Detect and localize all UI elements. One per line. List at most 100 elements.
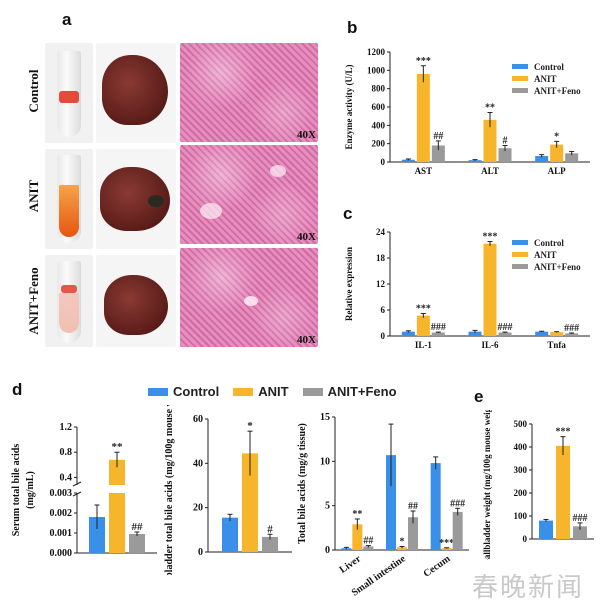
row-label-anit: ANIT xyxy=(26,179,41,213)
y-tick-label: 0 xyxy=(523,534,528,544)
y-axis-label: Serum total bile acids xyxy=(11,444,22,537)
bar xyxy=(468,160,482,162)
y-axis-label: Enzyme activity (U/L) xyxy=(344,65,354,150)
y-tick-label: 200 xyxy=(514,488,528,498)
significance-label: ## xyxy=(132,521,144,533)
y-tick-label: 500 xyxy=(514,419,528,429)
legend-swatch xyxy=(512,264,528,269)
y-tick-label: 40 xyxy=(193,458,203,469)
y-tick-label: 15 xyxy=(320,412,330,423)
legend-swatch xyxy=(512,64,528,69)
bar xyxy=(408,517,418,550)
bar xyxy=(386,455,396,550)
y-tick-label: 0 xyxy=(381,157,386,167)
magnification-label: 40X xyxy=(297,129,316,141)
x-tick-label: ALP xyxy=(548,166,567,176)
legend-d: Control ANIT ANIT+Feno xyxy=(148,384,397,399)
x-tick-label: ALT xyxy=(481,166,499,176)
chart-d1: 0.000 0.001 0.002 0.003 0.4 0.8 1.2 Serum total… xyxy=(11,422,157,559)
significance-label: ### xyxy=(431,322,446,333)
x-tick-label: Cecum xyxy=(422,553,453,580)
y-tick-label: 600 xyxy=(372,102,386,112)
y-tick-label: 10 xyxy=(320,456,330,467)
y-tick-label: 5 xyxy=(325,501,330,512)
magnification-label: 40X xyxy=(297,231,316,243)
y-tick-label: 24 xyxy=(376,227,386,237)
x-tick-label: Liver xyxy=(338,553,364,576)
panel-label-c: c xyxy=(343,204,353,223)
histology-image-anit: 40X xyxy=(180,145,318,244)
significance-label: ## xyxy=(408,501,418,512)
tube-photo-control xyxy=(45,43,93,143)
significance-label: * xyxy=(554,131,559,142)
significance-label: ## xyxy=(363,536,373,547)
bar xyxy=(431,332,445,336)
bar xyxy=(573,526,587,539)
significance-label: *** xyxy=(439,538,454,549)
legend-swatch xyxy=(233,387,254,396)
histology-image-anit-feno: 40X xyxy=(180,248,318,347)
legend-swatch xyxy=(512,88,528,93)
panel-label-b: b xyxy=(347,18,358,37)
bar xyxy=(430,463,441,550)
chart-d3: 0 5 10 15 Total bile acids (mg/g tissue) ** ##… xyxy=(297,412,469,599)
panel-label-e: e xyxy=(474,387,484,406)
y-axis-label-unit: (mg/mL) xyxy=(25,471,36,509)
bar xyxy=(363,546,374,550)
bar xyxy=(483,119,497,162)
magnification-label: 40X xyxy=(297,334,316,346)
row-label-anit-feno: ANIT+Feno xyxy=(26,267,41,335)
legend-item-anit: ANIT xyxy=(233,384,289,399)
legend-swatch xyxy=(148,387,168,396)
bar xyxy=(431,145,445,162)
y-tick-label: 0.002 xyxy=(50,508,73,519)
y-tick-label: 0.8 xyxy=(60,447,73,458)
significance-label: *** xyxy=(483,232,498,243)
legend-label: ANIT xyxy=(534,74,557,84)
bar xyxy=(242,453,258,552)
y-tick-label: 0.000 xyxy=(50,548,73,559)
legend-item-control: Control xyxy=(148,384,219,399)
bar xyxy=(89,517,105,553)
significance-label: ## xyxy=(433,131,443,142)
bar xyxy=(535,331,549,336)
y-tick-label: 1000 xyxy=(367,65,386,75)
bar xyxy=(565,153,579,162)
liver-photo-control xyxy=(96,43,176,143)
liver-photo-anit-feno xyxy=(96,255,176,347)
y-tick-label: 0 xyxy=(198,547,203,558)
significance-label: ### xyxy=(498,322,513,333)
chart-d2: 0 20 40 60 Gallbladder total bile acids (mg/… xyxy=(164,405,292,575)
y-tick-label: 0 xyxy=(381,331,386,341)
panel-a: Control ANIT ANIT+Feno 40X 40X 40X xyxy=(0,35,330,347)
axis-break-mark xyxy=(72,481,82,487)
bar xyxy=(452,511,463,550)
significance-label: * xyxy=(247,420,253,432)
tube-photo-anit-feno xyxy=(45,255,93,347)
significance-label: *** xyxy=(416,56,431,67)
significance-label: # xyxy=(503,136,508,147)
bar xyxy=(129,534,145,553)
legend-item-anit-feno: ANIT+Feno xyxy=(302,384,397,399)
histology-image-control: 40X xyxy=(180,43,318,142)
legend-label: ANIT xyxy=(534,250,557,260)
y-tick-label: 400 xyxy=(372,120,386,130)
y-tick-label: 300 xyxy=(514,465,528,475)
bar xyxy=(535,156,549,162)
chart-e: 0 100 200 300 400 500 Gallbladder weight (mg/1… xyxy=(482,410,594,560)
significance-label: ** xyxy=(485,103,495,114)
bar xyxy=(498,332,512,336)
bar xyxy=(222,517,238,552)
x-tick-label: IL-1 xyxy=(415,340,433,350)
panel-label-a: a xyxy=(62,10,72,29)
bar xyxy=(441,548,452,550)
legend-label: Control xyxy=(534,238,564,248)
bar xyxy=(498,148,512,162)
axis-break-mark xyxy=(72,491,82,497)
chart-b: 0 200 400 600 800 1000 1200 Enzyme activity (U/… xyxy=(344,47,590,176)
y-tick-label: 0.001 xyxy=(50,528,73,539)
bar xyxy=(262,536,278,552)
bar xyxy=(468,331,482,336)
significance-label: ### xyxy=(564,323,579,334)
y-tick-label: 60 xyxy=(193,414,203,425)
